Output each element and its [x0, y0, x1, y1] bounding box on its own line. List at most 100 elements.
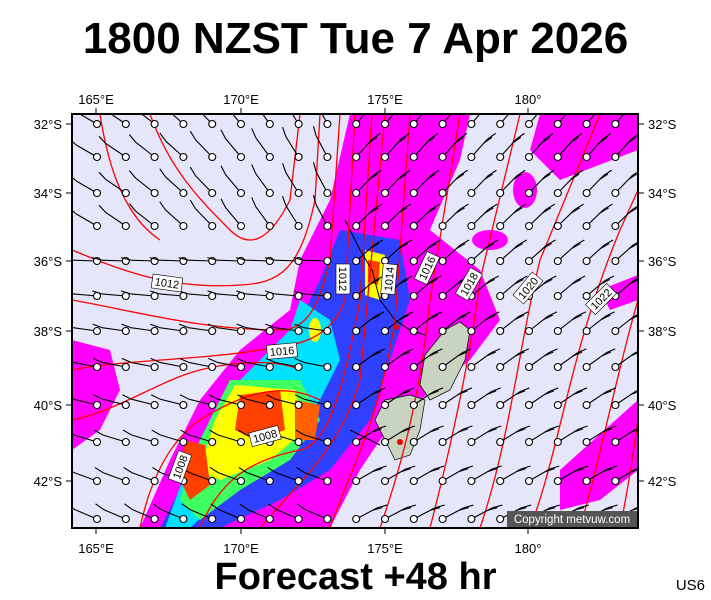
wind-barb: [582, 203, 613, 231]
wind-barb: [582, 239, 614, 266]
isobars: [72, 114, 638, 528]
wind-barb: [496, 275, 528, 301]
wind-barb: [282, 163, 303, 198]
wind-barb: [251, 197, 274, 231]
wind-barb: [201, 114, 217, 129]
wind-barb: [611, 389, 638, 410]
lat-label: 40°S: [648, 398, 677, 413]
wind-barb: [150, 357, 188, 372]
wind-barb: [235, 256, 274, 266]
wind-barb: [128, 170, 159, 198]
wind-barb: [179, 357, 217, 372]
region-code: US6: [675, 577, 705, 594]
wind-barb: [582, 169, 612, 198]
wind-barb: [124, 503, 159, 524]
isobar-label: 1014: [383, 266, 397, 291]
wind-barb: [467, 465, 502, 486]
wind-barb: [524, 387, 559, 410]
copyright-box: Copyright metvuw.com: [507, 511, 637, 527]
wind-barb: [467, 387, 501, 410]
isobar-label: 1012: [154, 276, 180, 291]
wind-barb: [553, 275, 586, 301]
wind-barb: [208, 394, 246, 410]
axis-ticks: [66, 108, 644, 534]
wind-barb: [95, 503, 130, 524]
wind-barb: [268, 503, 303, 524]
wind-barb: [467, 132, 496, 162]
lat-label: 36°S: [34, 254, 63, 269]
wind-barb: [159, 168, 188, 198]
wind-barb: [295, 429, 332, 447]
precip-magenta-ne: [530, 114, 638, 180]
wind-barb: [94, 466, 130, 486]
isobar-line: [259, 114, 386, 528]
wind-barb: [189, 130, 217, 162]
wind-barb: [582, 348, 616, 372]
wind-barb: [380, 465, 416, 486]
lon-label: 180°: [515, 541, 542, 556]
lon-label: 180°: [515, 92, 542, 107]
isobar-line: [529, 189, 638, 528]
wind-barb: [72, 506, 102, 524]
wind-barb: [150, 323, 188, 336]
wind-barb: [553, 387, 588, 410]
precip-red-3: [295, 400, 320, 440]
wind-barb: [72, 361, 102, 372]
wind-barb: [524, 239, 556, 266]
wind-barb: [291, 114, 303, 129]
wind-barb: [220, 198, 246, 231]
wind-barb: [467, 169, 497, 198]
wind-barb: [236, 357, 274, 372]
wind-barb: [524, 348, 558, 372]
wind-barb: [189, 166, 217, 198]
wind-barb: [93, 429, 130, 447]
wind-barb: [496, 203, 527, 231]
wind-barb: [98, 171, 130, 198]
wind-barb: [265, 323, 303, 336]
wind-barb: [438, 239, 470, 266]
wind-barb: [294, 394, 332, 410]
lon-label: 165°E: [78, 92, 114, 107]
isobar-line: [72, 114, 356, 371]
wind-barb: [467, 203, 498, 231]
wind-barb: [352, 387, 386, 410]
wind-barb: [207, 323, 246, 336]
wind-barb: [467, 348, 501, 372]
wind-barb: [524, 114, 539, 129]
wind-barb: [553, 425, 588, 447]
wind-barb: [380, 239, 412, 266]
wind-barb: [181, 503, 217, 524]
wind-barb: [409, 504, 445, 524]
wind-barb: [380, 311, 414, 336]
wind-barb: [496, 311, 529, 336]
wind-barb: [92, 357, 130, 372]
isobar-line: [379, 114, 461, 528]
wind-barb: [467, 275, 499, 301]
wind-barb: [98, 204, 130, 231]
wind-barb: [293, 256, 332, 266]
map-frame: [71, 113, 639, 529]
wind-barb: [409, 348, 443, 372]
wind-barb: [611, 313, 638, 336]
wind-barb: [582, 387, 617, 410]
wind-barb: [123, 466, 159, 486]
isobar-label: 1012: [336, 267, 348, 291]
wind-barb: [611, 205, 638, 231]
wind-barb: [496, 465, 531, 486]
wind-barb: [611, 133, 638, 162]
wind-barb: [438, 465, 474, 486]
wind-barb: [438, 504, 474, 524]
wind-barb: [467, 504, 503, 524]
wind-barb: [282, 196, 303, 231]
wind-barb: [611, 350, 638, 372]
wind-barb: [294, 323, 332, 336]
wind-barb: [98, 135, 130, 162]
lat-label: 40°S: [34, 398, 63, 413]
wind-barb: [180, 429, 217, 447]
wind-barb: [467, 425, 502, 447]
wind-barb: [149, 256, 188, 266]
wind-barb: [72, 470, 102, 486]
wind-barb: [159, 132, 188, 162]
wind-barb: [352, 504, 388, 524]
